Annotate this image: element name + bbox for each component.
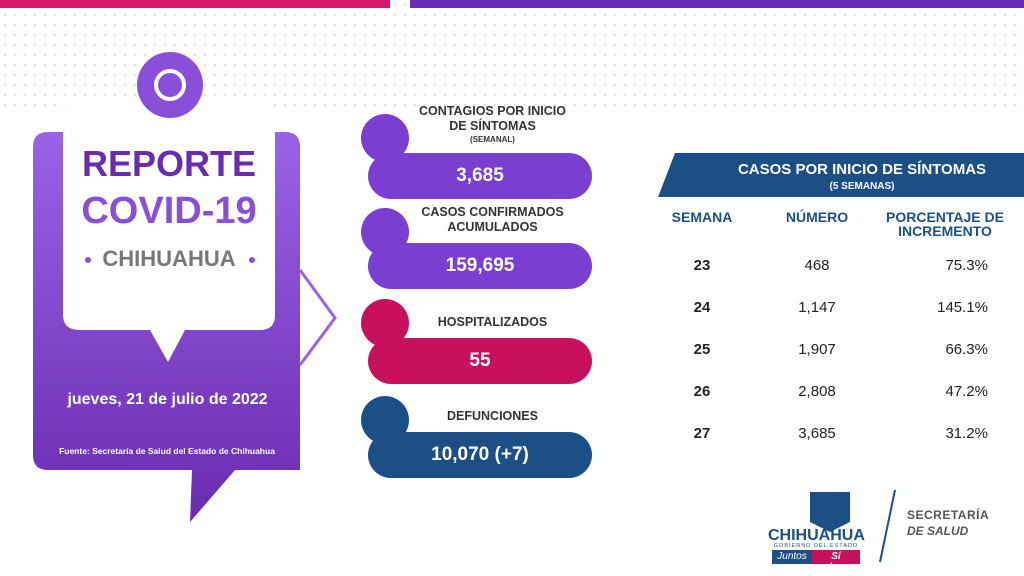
shield xyxy=(810,492,850,532)
cell: 47.2% xyxy=(945,383,988,400)
stat-value: 159,695 xyxy=(368,243,592,289)
top-bar xyxy=(0,0,390,8)
stat-label: HOSPITALIZADOS xyxy=(437,315,548,329)
title: REPORTE xyxy=(81,143,257,184)
dot xyxy=(249,257,255,263)
column-header: PORCENTAJE DE INCREMENTO xyxy=(886,209,1004,239)
state: CHIHUAHUA xyxy=(768,527,865,544)
cell: 3,685 xyxy=(798,425,836,442)
cell: 2,808 xyxy=(798,383,836,400)
cell: 27 xyxy=(693,425,711,442)
top-bar xyxy=(410,0,1024,8)
virus-icon xyxy=(154,69,186,101)
dot xyxy=(85,257,91,263)
cell: 1,147 xyxy=(798,299,836,316)
cell: 25 xyxy=(693,341,711,358)
column-header: NÚMERO xyxy=(785,209,849,225)
agency: SECRETARÍA xyxy=(907,508,990,522)
stat-note: (SEMANAL) xyxy=(470,135,515,144)
cell: 1,907 xyxy=(798,341,836,358)
arrow xyxy=(298,269,337,366)
cell: 24 xyxy=(693,299,711,316)
virus-icon xyxy=(137,52,203,118)
source: Fuente: Secretaría de Salud del Estado d… xyxy=(59,446,275,456)
icon xyxy=(361,114,409,162)
cell: 66.3% xyxy=(945,341,988,358)
stat-label: DEFUNCIONES xyxy=(447,409,538,423)
divider xyxy=(879,489,896,563)
cell: 75.3% xyxy=(945,257,988,274)
date: jueves, 21 de julio de 2022 xyxy=(67,391,268,408)
cell: 31.2% xyxy=(945,425,988,442)
stat-value: 55 xyxy=(368,338,592,384)
icon xyxy=(361,299,409,347)
agency: DE SALUD xyxy=(907,524,969,538)
table-banner xyxy=(658,153,1024,197)
slogan-bg xyxy=(772,550,812,564)
table-subtitle: (5 SEMANAS) xyxy=(829,181,895,192)
bubble xyxy=(63,97,275,362)
slogan: Juntos xyxy=(777,551,807,562)
slogan: Sí podemos xyxy=(813,551,859,573)
stat-label: CASOS CONFIRMADOS ACUMULADOS xyxy=(421,205,564,234)
cell: 26 xyxy=(693,383,711,400)
stat-value: 10,070 (+7) xyxy=(368,432,592,478)
stat-value: 3,685 xyxy=(368,153,592,199)
stat-label: CONTAGIOS POR INICIO DE SÍNTOMAS xyxy=(419,104,566,133)
region: CHIHUAHUA xyxy=(102,246,236,271)
table-title: CASOS POR INICIO DE SÍNTOMAS xyxy=(737,161,987,178)
slogan-bg xyxy=(812,550,860,564)
column-header: SEMANA xyxy=(671,209,733,225)
subtitle: COVID-19 xyxy=(81,190,257,232)
cell: 145.1% xyxy=(937,299,988,316)
cell: 468 xyxy=(804,257,830,274)
cell: 23 xyxy=(693,257,711,274)
government: GOBIERNO DEL ESTADO xyxy=(773,543,859,549)
